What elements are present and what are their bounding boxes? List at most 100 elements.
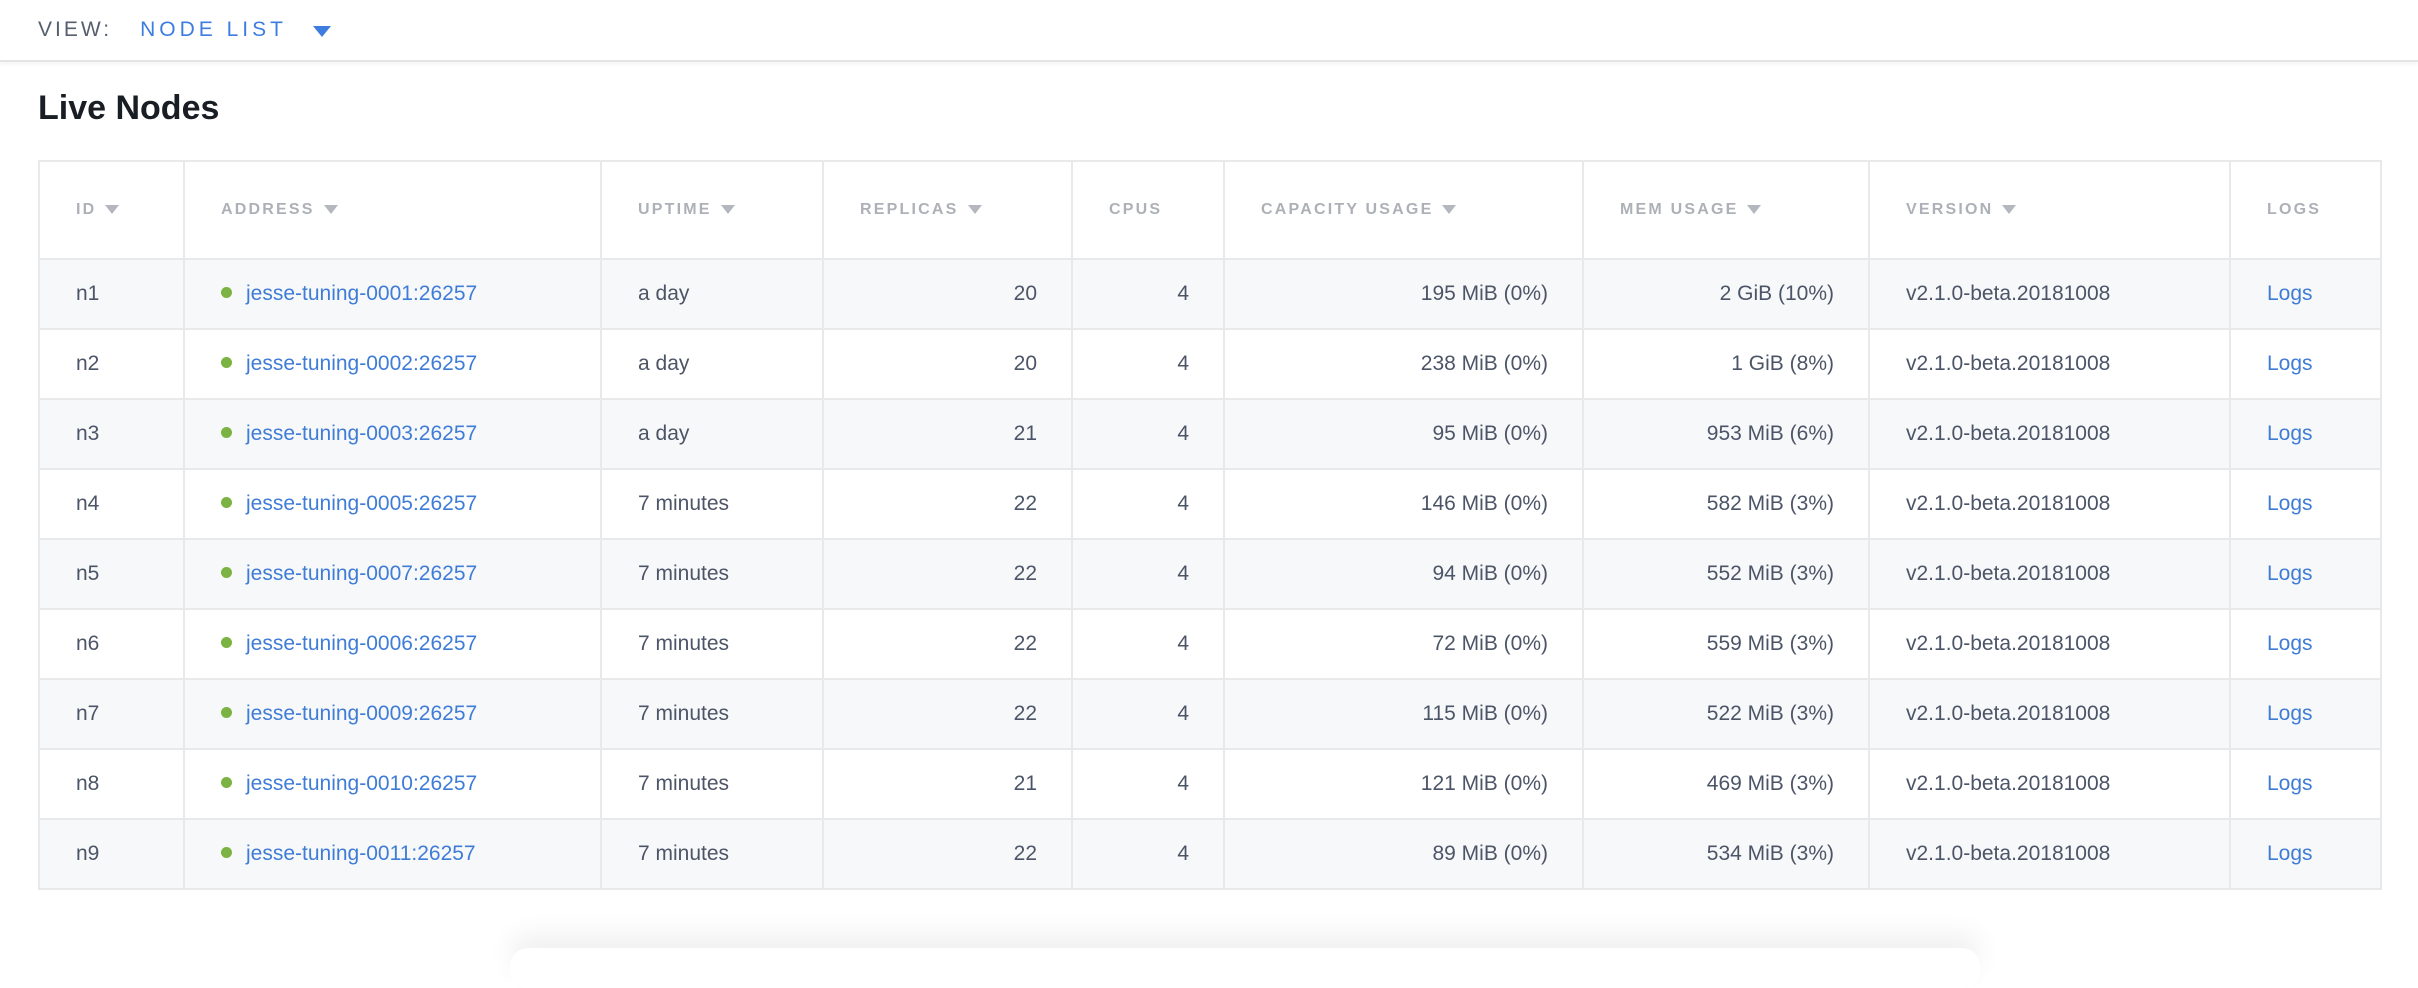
- cell-cpus: 4: [1071, 678, 1225, 750]
- cell-cpus: 4: [1071, 328, 1225, 400]
- node-address-link[interactable]: jesse-tuning-0001:26257: [246, 282, 478, 305]
- cell-capacity: 72 MiB (0%): [1223, 608, 1584, 680]
- column-header-id[interactable]: ID: [38, 160, 185, 260]
- node-live-status-icon: [221, 427, 232, 438]
- logs-link[interactable]: Logs: [2267, 422, 2313, 445]
- cell-mem: 953 MiB (6%): [1582, 398, 1870, 470]
- cell-version: v2.1.0-beta.20181008: [1868, 748, 2231, 820]
- logs-link[interactable]: Logs: [2267, 562, 2313, 585]
- cell-version: v2.1.0-beta.20181008: [1868, 398, 2231, 470]
- column-header-label: MEM USAGE: [1620, 201, 1739, 218]
- view-bar: VIEW: NODE LIST: [0, 0, 2418, 62]
- cell-id: n5: [38, 538, 185, 610]
- cell-replicas: 22: [822, 608, 1073, 680]
- sort-desc-icon: [105, 205, 120, 214]
- cell-cpus: 4: [1071, 258, 1225, 330]
- cell-mem: 2 GiB (10%): [1582, 258, 1870, 330]
- cell-uptime: 7 minutes: [600, 678, 824, 750]
- cell-uptime: 7 minutes: [600, 608, 824, 680]
- cell-logs: Logs: [2229, 328, 2382, 400]
- cell-uptime: a day: [600, 328, 824, 400]
- node-address-link[interactable]: jesse-tuning-0007:26257: [246, 562, 478, 585]
- cell-cpus: 4: [1071, 818, 1225, 890]
- sort-desc-icon: [1747, 205, 1762, 214]
- sort-desc-icon: [323, 205, 338, 214]
- table-row: n2 jesse-tuning-0002:26257 a day 20 4 238 MiB…: [38, 328, 2382, 400]
- logs-link[interactable]: Logs: [2267, 282, 2313, 305]
- column-header-uptime[interactable]: UPTIME: [600, 160, 824, 260]
- cell-capacity: 146 MiB (0%): [1223, 468, 1584, 540]
- cell-version: v2.1.0-beta.20181008: [1868, 468, 2231, 540]
- table-row: n6 jesse-tuning-0006:26257 7 minutes 22 4 72 …: [38, 608, 2382, 680]
- cell-address: jesse-tuning-0009:26257: [183, 678, 602, 750]
- logs-link[interactable]: Logs: [2267, 702, 2313, 725]
- table-row: n1 jesse-tuning-0001:26257 a day 20 4 195 MiB…: [38, 258, 2382, 330]
- view-dropdown-value: NODE LIST: [140, 18, 287, 41]
- chevron-down-icon: [312, 25, 331, 37]
- page-title: Live Nodes: [38, 89, 220, 127]
- cell-id: n9: [38, 818, 185, 890]
- node-address-link[interactable]: jesse-tuning-0006:26257: [246, 632, 478, 655]
- cell-uptime: a day: [600, 258, 824, 330]
- column-header-address[interactable]: ADDRESS: [183, 160, 602, 260]
- node-live-status-icon: [221, 707, 232, 718]
- table-row: n3 jesse-tuning-0003:26257 a day 21 4 95 MiB …: [38, 398, 2382, 470]
- node-address-link[interactable]: jesse-tuning-0002:26257: [246, 352, 478, 375]
- cell-capacity: 95 MiB (0%): [1223, 398, 1584, 470]
- cell-logs: Logs: [2229, 398, 2382, 470]
- cell-logs: Logs: [2229, 818, 2382, 890]
- cell-address: jesse-tuning-0007:26257: [183, 538, 602, 610]
- logs-link[interactable]: Logs: [2267, 842, 2313, 865]
- cell-cpus: 4: [1071, 538, 1225, 610]
- column-header-label: LOGS: [2267, 201, 2322, 218]
- node-live-status-icon: [221, 637, 232, 648]
- view-dropdown[interactable]: NODE LIST: [140, 18, 331, 42]
- column-header-version[interactable]: VERSION: [1868, 160, 2231, 260]
- cell-replicas: 21: [822, 398, 1073, 470]
- live-nodes-table-card: ID ADDRESS UPTIME REPLICAS CPUS CAPACITY USAG…: [38, 160, 2382, 890]
- cell-capacity: 94 MiB (0%): [1223, 538, 1584, 610]
- cell-version: v2.1.0-beta.20181008: [1868, 328, 2231, 400]
- sort-desc-icon: [2002, 205, 2017, 214]
- cell-id: n4: [38, 468, 185, 540]
- cell-mem: 469 MiB (3%): [1582, 748, 1870, 820]
- node-address-link[interactable]: jesse-tuning-0005:26257: [246, 492, 478, 515]
- column-header-replicas[interactable]: REPLICAS: [822, 160, 1073, 260]
- node-live-status-icon: [221, 497, 232, 508]
- view-label: VIEW:: [38, 18, 113, 41]
- logs-link[interactable]: Logs: [2267, 632, 2313, 655]
- node-address-link[interactable]: jesse-tuning-0003:26257: [246, 422, 478, 445]
- cell-mem: 534 MiB (3%): [1582, 818, 1870, 890]
- cell-uptime: 7 minutes: [600, 538, 824, 610]
- table-row: n4 jesse-tuning-0005:26257 7 minutes 22 4 146…: [38, 468, 2382, 540]
- cell-id: n6: [38, 608, 185, 680]
- cell-mem: 559 MiB (3%): [1582, 608, 1870, 680]
- cell-capacity: 89 MiB (0%): [1223, 818, 1584, 890]
- cell-logs: Logs: [2229, 748, 2382, 820]
- node-address-link[interactable]: jesse-tuning-0010:26257: [246, 772, 478, 795]
- column-header-label: VERSION: [1906, 201, 1994, 218]
- sort-desc-icon: [967, 205, 982, 214]
- node-address-link[interactable]: jesse-tuning-0009:26257: [246, 702, 478, 725]
- cell-mem: 552 MiB (3%): [1582, 538, 1870, 610]
- logs-link[interactable]: Logs: [2267, 492, 2313, 515]
- cell-address: jesse-tuning-0006:26257: [183, 608, 602, 680]
- cell-uptime: 7 minutes: [600, 468, 824, 540]
- cell-capacity: 238 MiB (0%): [1223, 328, 1584, 400]
- node-live-status-icon: [221, 847, 232, 858]
- cell-replicas: 21: [822, 748, 1073, 820]
- column-header-mem[interactable]: MEM USAGE: [1582, 160, 1870, 260]
- cell-version: v2.1.0-beta.20181008: [1868, 538, 2231, 610]
- column-header-label: ADDRESS: [221, 201, 315, 218]
- column-header-capacity[interactable]: CAPACITY USAGE: [1223, 160, 1584, 260]
- logs-link[interactable]: Logs: [2267, 772, 2313, 795]
- cell-address: jesse-tuning-0001:26257: [183, 258, 602, 330]
- cell-version: v2.1.0-beta.20181008: [1868, 678, 2231, 750]
- column-header-label: REPLICAS: [860, 201, 959, 218]
- node-address-link[interactable]: jesse-tuning-0011:26257: [246, 842, 476, 865]
- cell-id: n1: [38, 258, 185, 330]
- below-fold-shadow: [510, 948, 1980, 988]
- column-header-label: ID: [76, 201, 97, 218]
- node-live-status-icon: [221, 567, 232, 578]
- logs-link[interactable]: Logs: [2267, 352, 2313, 375]
